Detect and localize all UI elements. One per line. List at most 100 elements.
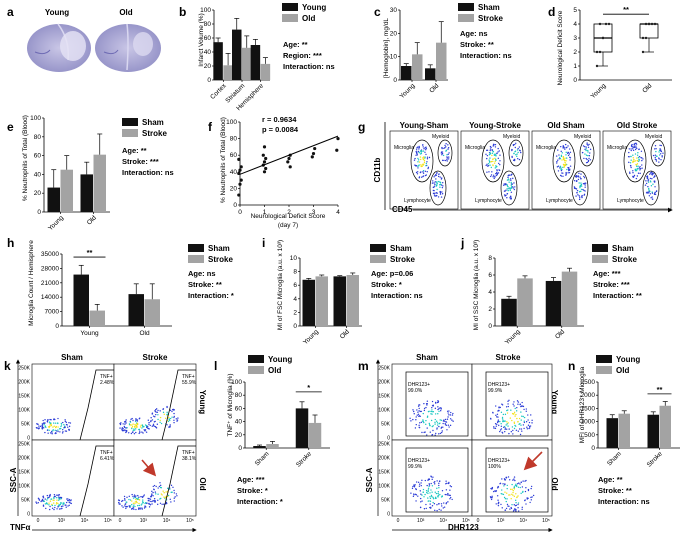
flow-event <box>496 170 498 172</box>
flow-event <box>499 154 501 156</box>
flow-event <box>420 501 422 503</box>
flow-event <box>409 417 411 419</box>
flow-event <box>559 167 561 169</box>
flow-event <box>635 142 637 145</box>
flow-event <box>580 178 582 180</box>
flow-event <box>654 175 656 178</box>
flow-event <box>652 154 655 157</box>
flow-event <box>522 405 525 408</box>
flow-event <box>513 422 516 425</box>
flow-event <box>443 506 446 508</box>
flow-event <box>44 422 46 424</box>
flow-event <box>48 494 51 497</box>
y-tick-label: 10 <box>290 255 298 262</box>
flow-event <box>658 161 660 163</box>
flow-event <box>431 495 433 498</box>
box-old <box>639 23 659 39</box>
flow-event <box>653 148 656 150</box>
flow-event <box>416 154 419 156</box>
flow-event <box>560 154 563 157</box>
flow-event <box>48 504 50 506</box>
flow-event <box>435 178 437 180</box>
flow-event <box>567 172 569 174</box>
flow-event <box>510 498 512 500</box>
flow-event <box>512 144 515 146</box>
flow-event <box>647 187 650 190</box>
flow-event <box>48 496 50 499</box>
flow-event <box>440 509 442 511</box>
x-tick-label: Stroke <box>295 450 314 469</box>
flow-event <box>449 414 452 416</box>
flow-event <box>175 418 177 420</box>
flow-event <box>139 430 141 432</box>
flow-event <box>436 401 439 404</box>
flow-event <box>58 494 60 496</box>
flow-event <box>641 159 643 162</box>
flow-event <box>565 172 567 175</box>
flow-event <box>527 497 529 500</box>
bar-stroke-young <box>60 169 73 212</box>
gate-label: DHR123+ <box>488 382 510 388</box>
flow-event <box>448 414 450 416</box>
flow-event <box>173 416 175 419</box>
flow-event <box>428 156 431 159</box>
flow-event <box>437 400 439 402</box>
box-data-point <box>607 22 611 26</box>
flow-event <box>515 483 517 486</box>
flow-event <box>444 422 446 425</box>
flow-event <box>568 171 571 174</box>
dhr123-positive-gate <box>405 447 469 513</box>
y-tick-label: 8 <box>488 255 492 262</box>
flow-event <box>55 501 58 504</box>
flow-event <box>633 146 636 149</box>
flow-event <box>514 415 516 417</box>
flow-event <box>502 420 504 423</box>
flow-event <box>587 146 590 149</box>
y-tick-label: 100K <box>18 484 30 490</box>
flow-event <box>633 174 636 177</box>
flow-event <box>163 492 165 494</box>
flow-event <box>493 143 495 146</box>
flow-event <box>580 173 582 175</box>
flow-event <box>139 417 141 419</box>
flow-event <box>169 417 172 420</box>
flow-event <box>419 156 422 158</box>
legend-swatch-stroke <box>188 255 204 263</box>
flow-event <box>511 426 514 428</box>
flow-event <box>491 487 493 490</box>
flow-event <box>425 149 427 151</box>
flow-event <box>503 194 506 196</box>
flow-event <box>517 420 519 423</box>
flow-event <box>579 184 582 187</box>
x-tick-label: 10⁴ <box>163 518 171 524</box>
flow-event <box>417 481 420 484</box>
flow-event <box>496 413 499 416</box>
flow-event <box>68 498 71 501</box>
flow-event <box>132 423 134 425</box>
flow-event <box>433 186 435 189</box>
flow-plot-frame <box>471 439 553 517</box>
panel-e: e % Neutrophils of Total (Blood) 0204060… <box>7 115 174 232</box>
flow-event <box>173 497 175 499</box>
flow-event <box>451 498 453 501</box>
panel-b-legend: Young Old <box>282 3 326 23</box>
flow-event <box>128 505 130 507</box>
flow-event <box>166 413 168 416</box>
flow-event <box>648 191 650 193</box>
flow-event <box>504 427 507 429</box>
flow-event <box>506 179 509 181</box>
x-tick-label: Old <box>339 328 351 340</box>
flow-event <box>421 494 423 496</box>
microglia-gate <box>623 139 647 183</box>
flow-event <box>431 404 434 407</box>
flow-event <box>560 168 562 171</box>
flow-event <box>422 146 424 148</box>
flow-event <box>516 417 518 420</box>
flow-event <box>121 429 123 431</box>
flow-event <box>125 431 127 434</box>
flow-event <box>131 503 133 506</box>
flow-event <box>420 151 422 153</box>
flow-event <box>637 172 640 174</box>
flow-event <box>584 184 586 186</box>
